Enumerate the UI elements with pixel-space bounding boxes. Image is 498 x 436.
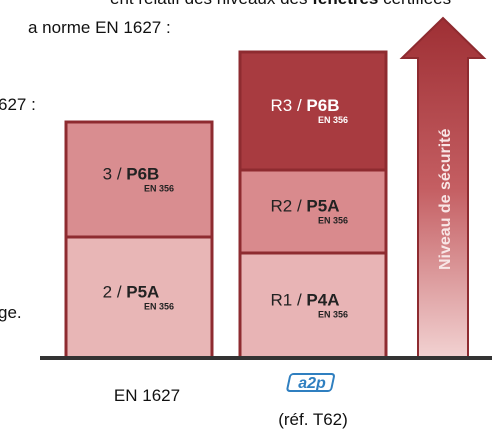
level-class: P5A <box>126 283 159 302</box>
level-standard: EN 356 <box>144 302 174 312</box>
intro-text: certifiées <box>378 0 451 8</box>
column-label: (réf. T62) <box>278 410 348 429</box>
column-label: EN 1627 <box>114 386 180 405</box>
arrow-label: Niveau de sécurité <box>437 129 454 271</box>
intro-line: ent relatif des niveaux des fenêtres cer… <box>110 0 451 8</box>
level-prefix: R3 / <box>271 96 307 115</box>
level-class: P6B <box>126 165 159 184</box>
level-label: R1 / P4A <box>271 291 340 310</box>
level-standard: EN 356 <box>318 216 348 226</box>
level-prefix: R2 / <box>271 197 307 216</box>
side-text: ge. <box>0 303 22 322</box>
level-label: 3 / P6B <box>103 165 160 184</box>
level-label: R2 / P5A <box>271 197 340 216</box>
level-box <box>64 120 214 239</box>
level-label: 2 / P5A <box>103 283 160 302</box>
logo-frame <box>286 373 335 392</box>
logo: a2p <box>298 375 326 392</box>
level-label: R3 / P6B <box>271 96 340 115</box>
level-class: P4A <box>306 291 339 310</box>
level-box <box>64 235 214 360</box>
level-standard: EN 356 <box>318 310 348 320</box>
level-standard: EN 356 <box>318 115 348 125</box>
level-prefix: R1 / <box>271 291 307 310</box>
level-class: P6B <box>306 96 339 115</box>
intro-line: a norme EN 1627 : <box>28 18 171 37</box>
level-standard: EN 356 <box>144 184 174 194</box>
intro-text: ent relatif des niveaux des <box>110 0 312 8</box>
level-prefix: 3 / <box>103 165 127 184</box>
level-prefix: 2 / <box>103 283 127 302</box>
level-box <box>238 251 388 360</box>
side-text: 627 : <box>0 95 36 114</box>
level-box <box>238 50 388 172</box>
intro-text: fenêtres <box>312 0 378 8</box>
level-box <box>238 168 388 255</box>
level-class: P5A <box>306 197 339 216</box>
security-arrow <box>399 16 487 359</box>
